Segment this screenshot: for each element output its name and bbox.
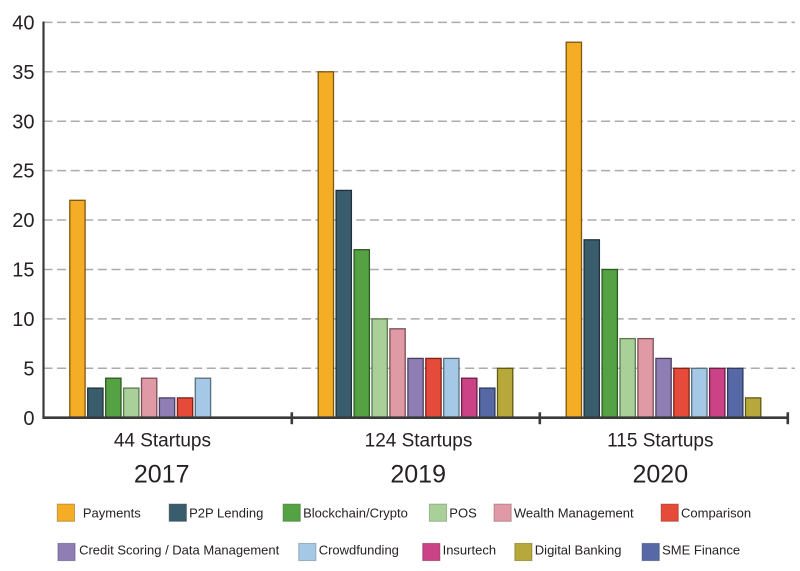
svg-text:Wealth Management: Wealth Management — [514, 506, 634, 521]
svg-text:0: 0 — [23, 408, 34, 430]
svg-text:2017: 2017 — [134, 460, 190, 488]
svg-text:20: 20 — [12, 210, 34, 232]
svg-text:44 Startups: 44 Startups — [114, 430, 211, 451]
svg-text:15: 15 — [12, 260, 34, 282]
svg-text:POS: POS — [449, 506, 477, 521]
svg-text:SME Finance: SME Finance — [662, 543, 740, 558]
svg-text:5: 5 — [23, 358, 34, 380]
svg-text:Credit Scoring / Data Manageme: Credit Scoring / Data Management — [79, 543, 280, 558]
svg-text:Blockchain/Crypto: Blockchain/Crypto — [303, 506, 408, 521]
svg-text:35: 35 — [12, 62, 34, 84]
svg-text:P2P Lending: P2P Lending — [189, 506, 263, 521]
svg-text:115 Startups: 115 Startups — [607, 430, 713, 451]
svg-text:30: 30 — [12, 111, 34, 133]
svg-text:124 Startups: 124 Startups — [365, 430, 473, 451]
svg-text:Crowdfunding: Crowdfunding — [319, 543, 399, 558]
svg-text:10: 10 — [12, 309, 34, 331]
svg-text:Payments: Payments — [83, 506, 141, 521]
svg-text:2019: 2019 — [390, 460, 446, 488]
svg-text:40: 40 — [12, 13, 34, 35]
svg-text:2020: 2020 — [632, 460, 688, 488]
svg-text:25: 25 — [12, 161, 34, 183]
svg-text:Comparison: Comparison — [681, 506, 751, 521]
svg-text:Digital Banking: Digital Banking — [535, 543, 622, 558]
svg-text:Insurtech: Insurtech — [443, 543, 496, 558]
